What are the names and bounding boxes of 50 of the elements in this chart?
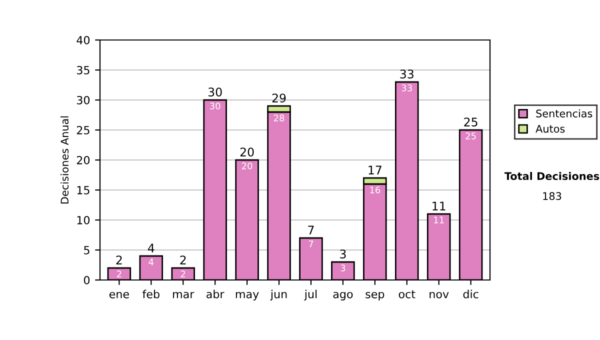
x-tick-label: nov: [430, 292, 449, 298]
total-label: 17: [368, 166, 382, 174]
x-tick-label: jun: [270, 290, 287, 300]
y-tick-label: 25: [76, 126, 90, 134]
total-label: 4: [148, 244, 154, 252]
y-tick-label: 20: [76, 156, 90, 164]
data-label: 2: [116, 270, 122, 278]
data-label: 3: [340, 264, 346, 272]
y-axis-title: Decisiones Anual: [60, 116, 69, 204]
legend-label: Autos: [536, 124, 565, 133]
total-label: 3: [340, 250, 346, 259]
data-label: 20: [242, 162, 252, 170]
total-label: 2: [180, 256, 186, 264]
y-tick-label: 40: [76, 36, 90, 44]
total-label: 25: [464, 118, 478, 127]
x-tick-label: oct: [398, 290, 416, 298]
text: 183: [543, 192, 562, 200]
x-tick-label: ago: [333, 292, 353, 300]
data-label: 7: [308, 240, 314, 248]
data-label: 2: [180, 270, 186, 278]
data-label: 4: [148, 258, 154, 266]
x-tick-label: jul: [304, 290, 317, 300]
data-label: 30: [210, 102, 220, 110]
y-tick-label: 15: [77, 186, 90, 194]
y-tick-label: 30: [76, 96, 90, 104]
total-label: 33: [400, 70, 414, 79]
y-tick-label: 10: [77, 216, 90, 224]
total-label: 11: [432, 202, 446, 210]
legend-label: Sentencias: [536, 109, 592, 118]
y-tick-label: 5: [84, 246, 90, 254]
x-tick-label: may: [236, 292, 259, 300]
data-label: 11: [434, 216, 444, 224]
data-label: 33: [402, 84, 412, 92]
y-tick-label: 0: [84, 276, 90, 284]
data-label: 16: [370, 186, 380, 194]
x-tick-label: abr: [206, 290, 224, 298]
data-label: 25: [466, 132, 476, 140]
x-tick-label: feb: [142, 290, 160, 298]
y-tick-label: 35: [76, 66, 90, 74]
total-label: 2: [116, 256, 122, 264]
x-tick-label: mar: [173, 292, 194, 298]
text: Total Decisiones: [504, 172, 600, 180]
total-label: 20: [240, 148, 254, 157]
total-label: 29: [272, 94, 286, 103]
x-tick-label: sep: [366, 292, 384, 300]
total-label: 7: [308, 226, 314, 234]
total-label: 30: [208, 88, 222, 97]
x-tick-label: ene: [109, 292, 129, 298]
data-label: 28: [274, 114, 284, 122]
x-tick-label: dic: [463, 290, 478, 298]
